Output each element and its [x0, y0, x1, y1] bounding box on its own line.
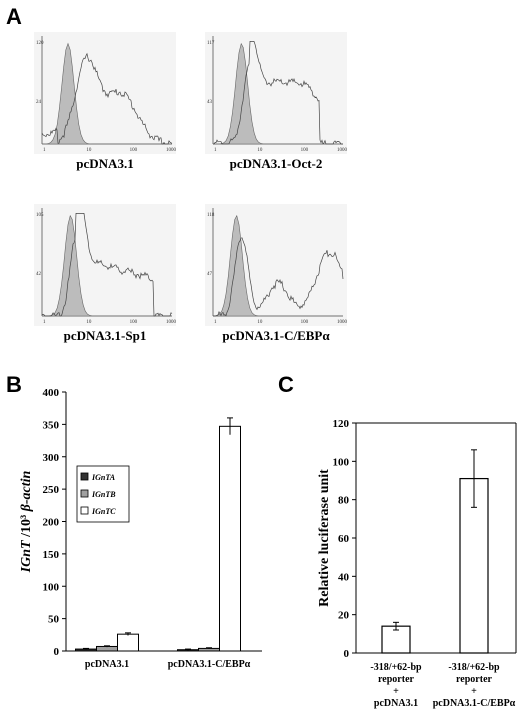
x-tick-label: 1	[43, 148, 46, 153]
x-category-label: +	[393, 686, 399, 697]
bar-igntc	[219, 425, 241, 652]
x-category-label: +	[471, 686, 477, 697]
y-axis-label: IGnT /10³ β-actin	[19, 470, 34, 573]
x-category-label: pcDNA3.1	[85, 659, 129, 670]
x-tick-label: 1	[214, 148, 217, 153]
x-tick-label: 1	[214, 320, 217, 325]
y-tick-label: 118	[207, 213, 215, 218]
x-tick-label: 100	[301, 148, 309, 153]
y-tick-label: 60	[338, 533, 350, 545]
x-tick-label: 1	[43, 320, 46, 325]
x-category-label: reporter	[378, 674, 414, 685]
bar-igntc	[117, 633, 139, 652]
y-tick-label: 0	[54, 646, 60, 658]
histogram-label: pcDNA3.1	[76, 156, 134, 171]
legend-swatch	[80, 506, 89, 515]
histogram-label: pcDNA3.1-C/EBPα	[222, 328, 330, 343]
x-tick-label: 1000	[166, 320, 176, 325]
panel-letter-b: B	[6, 372, 22, 397]
luciferase-bar	[381, 625, 411, 654]
luciferase-bar	[459, 477, 489, 654]
y-tick-label: 50	[48, 614, 60, 626]
histogram-label: pcDNA3.1-Sp1	[63, 328, 147, 343]
y-tick-label: 100	[43, 581, 60, 593]
panel-letter-a: A	[6, 4, 22, 29]
y-tick-label: 120	[36, 41, 44, 46]
x-tick-label: 1000	[166, 148, 176, 153]
y-tick-label: 0	[344, 648, 350, 660]
histogram-label: pcDNA3.1-Oct-2	[229, 156, 323, 171]
x-category-label: reporter	[456, 674, 492, 685]
x-tick-label: 10	[257, 320, 263, 325]
control-histogram	[42, 42, 172, 145]
x-tick-label: 100	[301, 320, 309, 325]
y-tick-label: 80	[338, 495, 350, 507]
legend-label: IGnTB	[91, 490, 116, 499]
x-tick-label: 10	[86, 148, 92, 153]
sample-histogram	[41, 52, 173, 145]
x-tick-label: 1000	[337, 148, 347, 153]
bar-igntb	[96, 645, 118, 652]
legend-label: IGnTA	[91, 473, 116, 482]
y-axis-label: Relative luciferase unit	[317, 469, 332, 607]
y-tick-label: 24	[36, 100, 42, 105]
x-category-label: -318/+62-bp	[448, 662, 500, 673]
histogram-pcdna31: 120 24 1 10 100 1000	[34, 32, 176, 154]
x-tick-label: 100	[130, 320, 138, 325]
y-tick-label: 42	[36, 272, 42, 277]
panel-letter-c: C	[278, 372, 294, 397]
y-tick-label: 250	[43, 484, 60, 496]
histogram-oct2: 117 43 1 10 100 1000	[205, 32, 347, 154]
legend-swatch	[80, 472, 89, 481]
histogram-background	[205, 32, 347, 154]
histogram-background	[34, 204, 176, 326]
control-histogram	[212, 214, 343, 317]
legend-label: IGnTC	[91, 507, 116, 516]
x-tick-label: 100	[130, 148, 138, 153]
sample-histogram	[41, 213, 173, 317]
y-tick-label: 40	[338, 571, 350, 583]
y-tick-label: 105	[36, 213, 44, 218]
y-tick-label: 47	[207, 272, 213, 277]
histogram-cebpa: 118 47 1 10 100 1000	[205, 204, 347, 326]
chart-luciferase: 0 20 40 60 80 100 120 Relative luciferase unit -…	[317, 418, 517, 709]
y-tick-label: 43	[207, 100, 213, 105]
y-tick-label: 200	[43, 517, 60, 529]
sample-histogram	[213, 41, 343, 145]
y-tick-label: 150	[43, 549, 60, 561]
sample-histogram	[213, 237, 344, 317]
y-tick-label: 300	[43, 452, 60, 464]
x-category-label: pcDNA3.1-C/EBPα	[168, 659, 251, 670]
x-tick-label: 10	[257, 148, 263, 153]
y-tick-label: 117	[207, 41, 215, 46]
y-tick-label: 400	[43, 387, 60, 399]
y-tick-label: 100	[333, 456, 350, 468]
x-category-label: -318/+62-bp	[370, 662, 422, 673]
legend-swatch	[80, 489, 89, 498]
histogram-sp1: 105 42 1 10 100 1000	[34, 204, 176, 326]
x-category-label: pcDNA3.1	[374, 698, 418, 709]
x-tick-label: 10	[86, 320, 92, 325]
x-category-label: pcDNA3.1-C/EBPα	[433, 698, 516, 709]
y-tick-label: 350	[43, 419, 60, 431]
y-tick-label: 20	[338, 610, 350, 622]
x-tick-label: 1000	[337, 320, 347, 325]
y-tick-label: 120	[333, 418, 350, 430]
chart-igntc-expression: 0 50 100 150 200 250 300 350 400 IGnT /10³ β-acti…	[19, 387, 262, 670]
